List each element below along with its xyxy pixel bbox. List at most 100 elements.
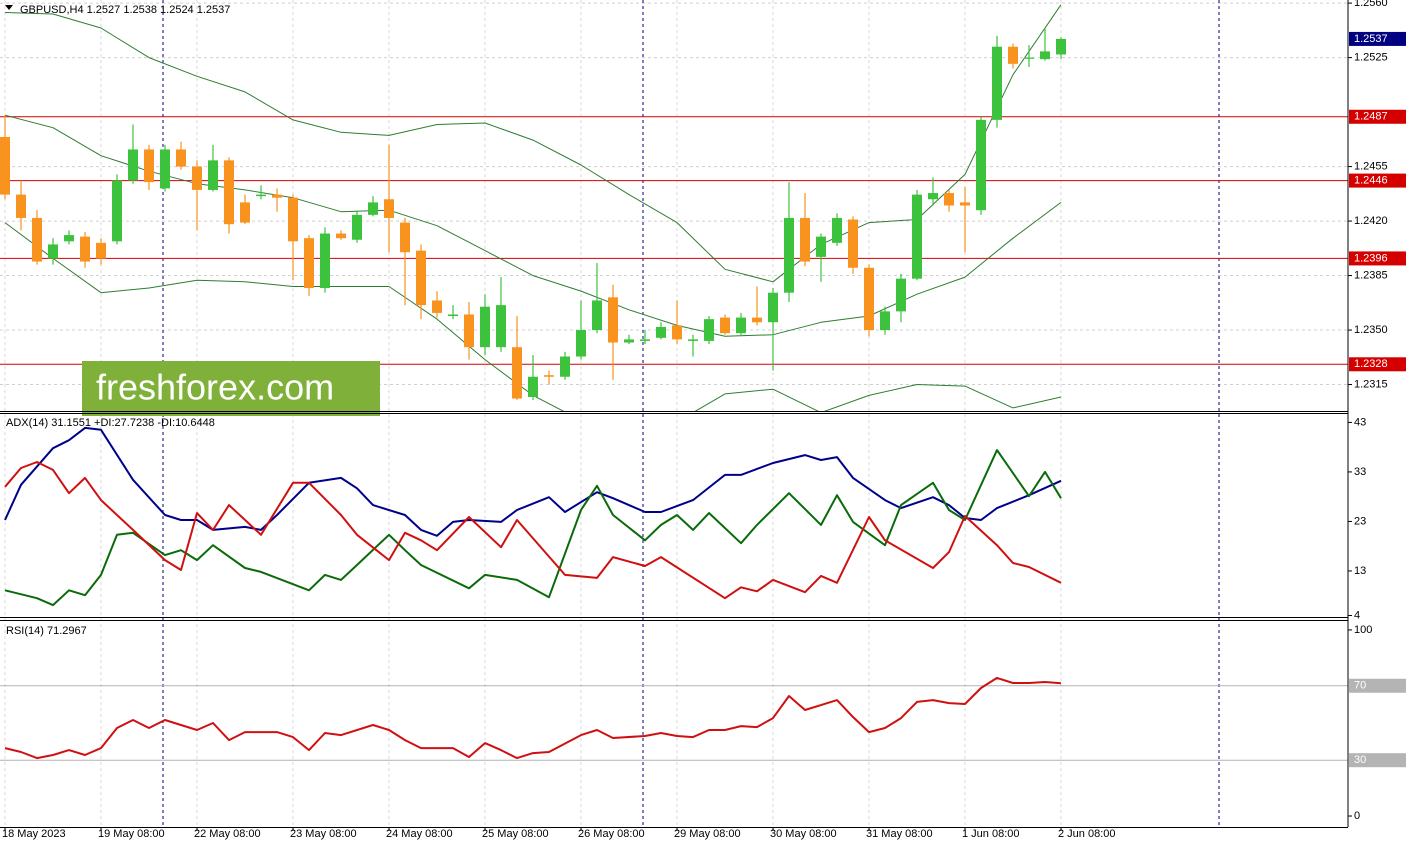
candle-body (992, 46, 1002, 120)
y-tick-label: 1.2350 (1354, 324, 1388, 336)
candle-body (1040, 51, 1050, 60)
candle-body (880, 311, 890, 331)
candle-body (432, 300, 442, 313)
candle-body (816, 236, 826, 257)
x-tick-label: 18 May 2023 (2, 828, 66, 840)
mark-layer (0, 4, 1348, 761)
candle-body (560, 356, 570, 377)
x-tick-label: 19 May 08:00 (98, 828, 165, 840)
candle-body (656, 326, 666, 338)
level-label: 1.2487 (1354, 111, 1388, 123)
candle-body (128, 149, 138, 181)
candle-body (304, 238, 314, 289)
x-tick-label: 2 Jun 08:00 (1058, 828, 1116, 840)
candle-body (800, 217, 810, 262)
last-price-box (1349, 31, 1406, 46)
y-tick-label: 4 (1354, 609, 1360, 621)
panel-title: RSI(14) 71.2967 (6, 625, 87, 637)
candle-body (272, 194, 282, 198)
level-label-box (1349, 753, 1406, 768)
candle-body (416, 250, 426, 306)
candle-body (704, 319, 714, 341)
candle-body (752, 317, 762, 323)
candle-body (944, 193, 954, 206)
candle-body (592, 300, 602, 331)
level-label-box (1349, 357, 1406, 372)
candle-body (720, 317, 730, 334)
x-tick-label: 22 May 08:00 (194, 828, 261, 840)
candle-body (576, 330, 586, 357)
candle-body (672, 325, 682, 340)
candle-body (208, 160, 218, 190)
candle-body (16, 194, 26, 218)
level-label: 1.2396 (1354, 252, 1388, 264)
candle-body (896, 278, 906, 312)
x-tick-label: 23 May 08:00 (290, 828, 357, 840)
y-tick-label: 23 (1354, 515, 1366, 527)
candle-body (512, 347, 522, 399)
panel-2 (0, 676, 1348, 761)
x-tick-label: 24 May 08:00 (386, 828, 453, 840)
candle-body (528, 376, 538, 397)
candle-body (112, 180, 122, 242)
candle-body (448, 314, 458, 317)
level-label: 30 (1354, 754, 1366, 766)
candle-body (384, 199, 394, 218)
candle-body (832, 217, 842, 243)
watermark: freshforex.com (82, 361, 380, 416)
level-label-box (1349, 173, 1406, 188)
level-label: 1.2446 (1354, 174, 1388, 186)
candle-body (0, 137, 10, 195)
candle-body (496, 305, 506, 348)
x-tick-label: 31 May 08:00 (866, 828, 933, 840)
candle-body (160, 149, 170, 189)
y-tick-label: 1.2420 (1354, 215, 1388, 227)
y-tick-label: 13 (1354, 565, 1366, 577)
candle-body (48, 244, 58, 259)
candle-body (768, 292, 778, 323)
candle-body (320, 233, 330, 289)
level-label-box (1349, 109, 1406, 124)
watermark-text: freshforex.com (96, 367, 334, 408)
candle-body (1056, 38, 1066, 55)
candle-body (32, 217, 42, 262)
candle-body (864, 267, 874, 331)
candle-body (1008, 46, 1018, 64)
y-tick-label: 1.2385 (1354, 269, 1388, 281)
level-label-box (1349, 251, 1406, 266)
candle-body (352, 214, 362, 240)
menu-triangle (5, 5, 13, 10)
candle-body (1024, 57, 1034, 59)
candle-body (960, 202, 970, 206)
candle-body (464, 314, 474, 348)
candle-body (784, 217, 794, 293)
candle-body (256, 194, 266, 197)
band-line (4, 4, 1062, 283)
y-tick-label: 100 (1354, 624, 1372, 636)
candle-body (624, 339, 634, 343)
y-tick-label: 1.2560 (1354, 0, 1388, 9)
candle-body (80, 236, 90, 262)
panel-1 (4, 426, 1062, 607)
indicator-line (4, 676, 1062, 760)
candle-body (224, 160, 234, 225)
y-tick-label: 0 (1354, 810, 1360, 822)
candle-body (336, 233, 346, 239)
candle-body (976, 119, 986, 211)
x-tick-label: 29 May 08:00 (674, 828, 741, 840)
candle-body (848, 219, 858, 268)
candle-body (736, 317, 746, 334)
x-tick-label: 30 May 08:00 (770, 828, 837, 840)
indicator-line (4, 426, 1062, 537)
y-tick-label: 1.2315 (1354, 378, 1388, 390)
y-tick-label: 1.2525 (1354, 52, 1388, 64)
candle-body (144, 149, 154, 183)
level-label: 1.2328 (1354, 358, 1388, 370)
panel-title: ADX(14) 31.1551 +DI:27.7238 -DI:10.6448 (6, 417, 215, 429)
candle-body (640, 339, 650, 341)
indicator-line (4, 461, 1062, 600)
